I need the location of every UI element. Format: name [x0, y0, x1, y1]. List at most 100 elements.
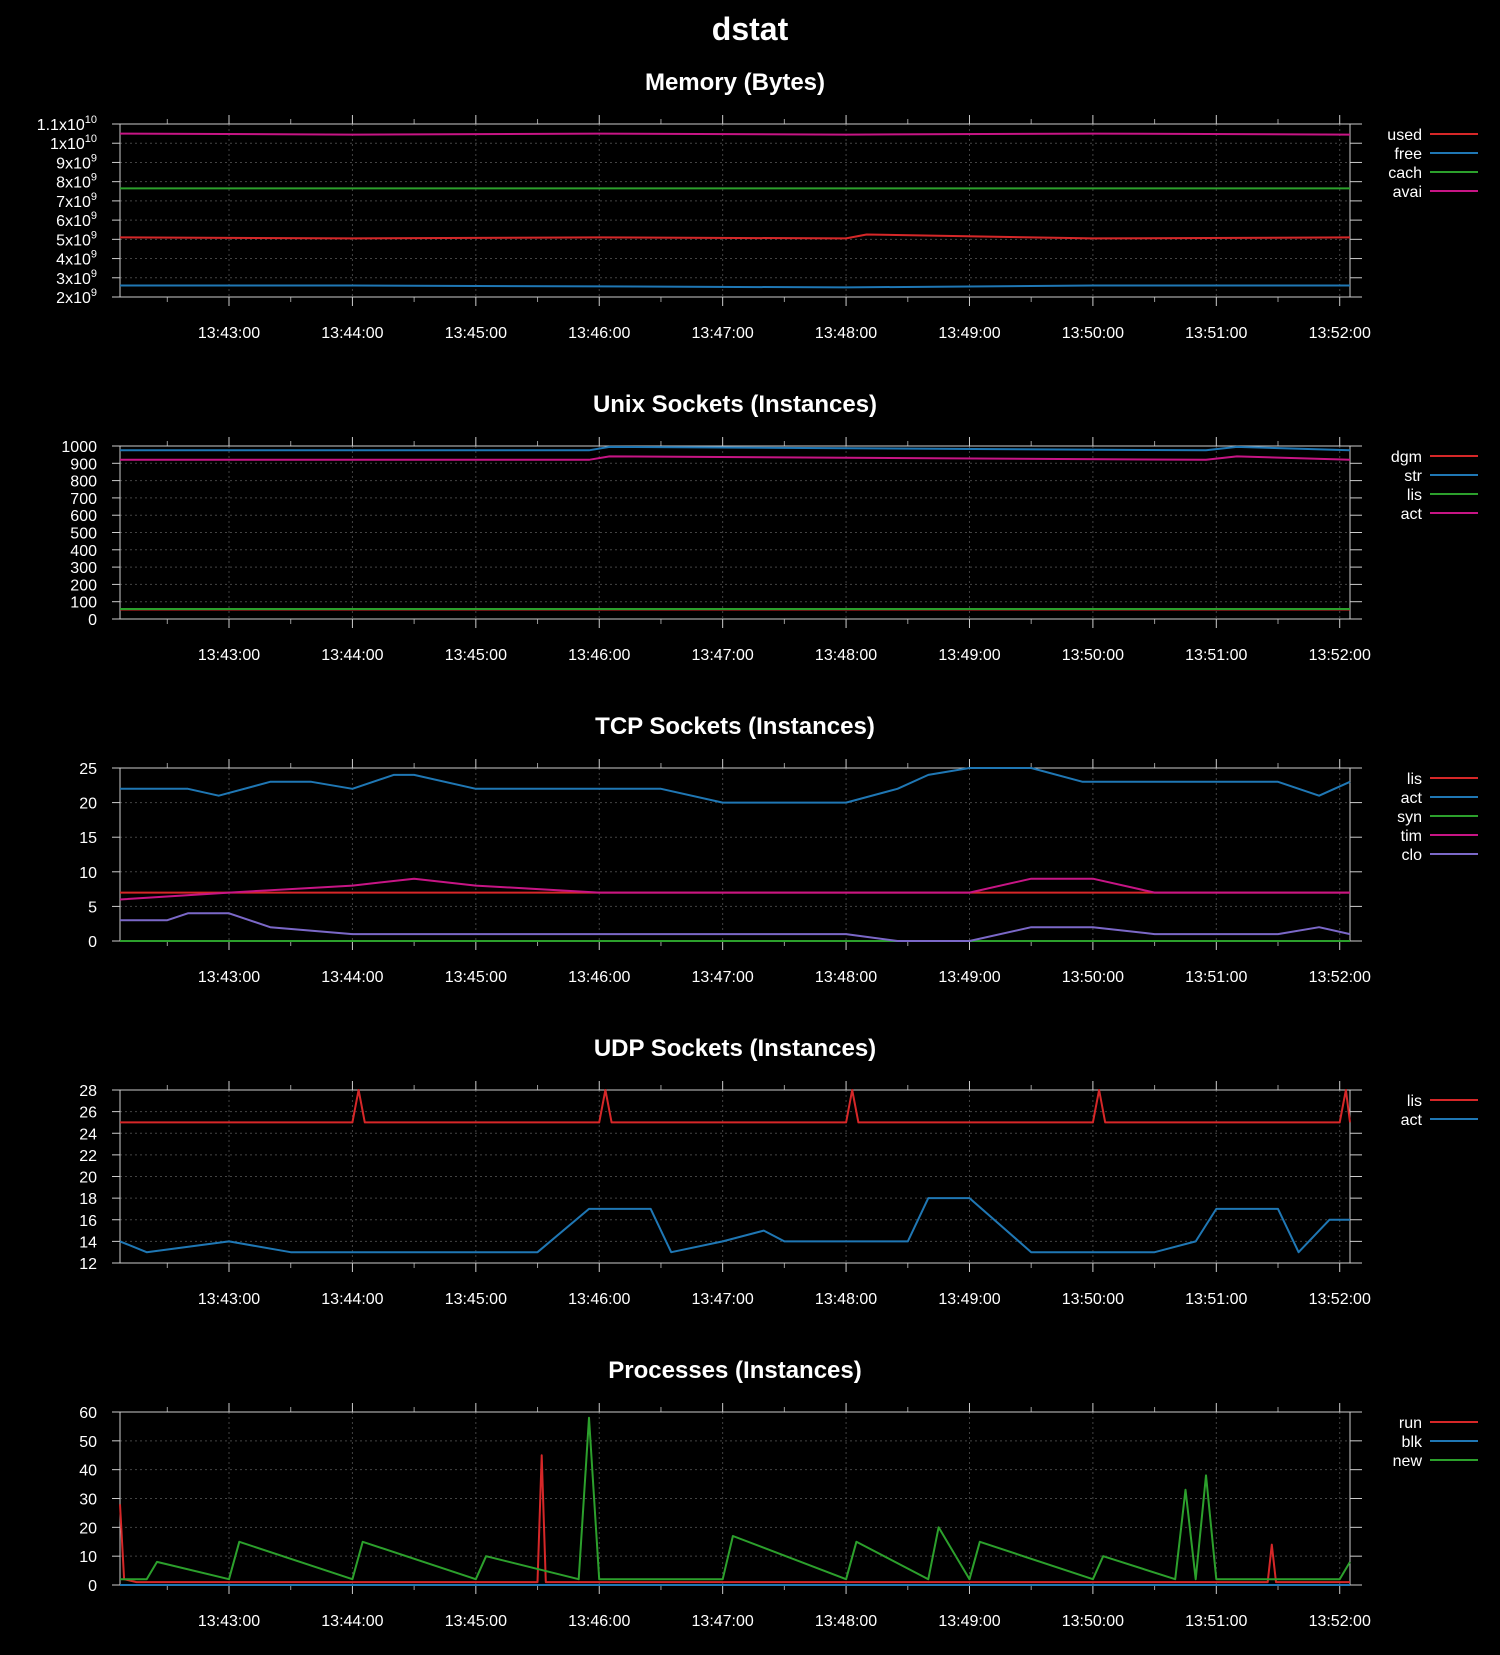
- x-tick-label: 13:51:00: [1185, 969, 1247, 986]
- legend-label: str: [1404, 468, 1422, 485]
- plot-frame: [119, 123, 1351, 298]
- y-tick-label: 25: [79, 761, 97, 778]
- x-tick-label: 13:47:00: [692, 1291, 754, 1308]
- series-line-avai: [119, 132, 1351, 136]
- x-tick-label: 13:50:00: [1062, 647, 1124, 664]
- x-tick-label: 13:52:00: [1309, 1613, 1371, 1630]
- x-tick-label: 13:49:00: [938, 969, 1000, 986]
- y-tick-label: 15: [79, 830, 97, 847]
- series-line-str: [120, 445, 1351, 452]
- x-tick-label: 13:45:00: [445, 1613, 507, 1630]
- y-tick-label: 10: [79, 865, 97, 882]
- y-tick-label: 14: [79, 1234, 97, 1251]
- series-line-free: [120, 284, 1350, 289]
- y-tick-label: 16: [79, 1213, 97, 1230]
- y-tick-label: 24: [79, 1126, 97, 1143]
- x-tick-label: 13:49:00: [938, 647, 1000, 664]
- legend-label: dgm: [1391, 449, 1422, 466]
- y-tick-label: 18: [79, 1191, 97, 1208]
- y-tick-label: 6x109: [56, 210, 97, 230]
- x-tick-label: 13:49:00: [938, 1613, 1000, 1630]
- series-line-tim: [119, 877, 1350, 901]
- x-tick-label: 13:51:00: [1185, 1291, 1247, 1308]
- x-tick-label: 13:46:00: [568, 1291, 630, 1308]
- y-tick-label: 500: [70, 526, 97, 543]
- y-tick-label: 1.1x1010: [37, 114, 97, 134]
- x-tick-label: 13:50:00: [1062, 1613, 1124, 1630]
- chart-1: Unix Sockets (Instances) 13:43:00 13:44:00…: [61, 391, 1478, 664]
- y-tick-label: 200: [70, 577, 97, 594]
- y-tick-label: 900: [70, 456, 97, 473]
- y-tick-label: 0: [88, 1578, 97, 1595]
- series-line-run: [119, 1454, 1350, 1584]
- x-tick-label: 13:44:00: [321, 1613, 383, 1630]
- series-line-used: [119, 233, 1351, 240]
- y-tick-label: 60: [79, 1405, 97, 1422]
- x-tick-label: 13:46:00: [568, 969, 630, 986]
- legend-label: used: [1387, 127, 1422, 144]
- legend-label: lis: [1407, 771, 1422, 788]
- x-tick-label: 13:48:00: [815, 1291, 877, 1308]
- series-line-act: [120, 767, 1351, 804]
- y-tick-label: 10: [79, 1549, 97, 1566]
- y-tick-label: 7x109: [56, 191, 97, 211]
- x-tick-label: 13:48:00: [815, 647, 877, 664]
- x-tick-label: 13:43:00: [198, 647, 260, 664]
- x-tick-label: 13:43:00: [198, 1291, 260, 1308]
- legend-label: new: [1393, 1453, 1423, 1470]
- legend-label: clo: [1402, 847, 1423, 864]
- y-tick-label: 1x1010: [50, 133, 97, 153]
- y-tick-label: 5x109: [56, 229, 97, 249]
- x-tick-label: 13:48:00: [815, 969, 877, 986]
- x-tick-label: 13:47:00: [692, 1613, 754, 1630]
- y-tick-label: 20: [79, 1170, 97, 1187]
- x-tick-label: 13:46:00: [568, 647, 630, 664]
- y-tick-label: 0: [88, 612, 97, 629]
- legend-label: act: [1401, 506, 1423, 523]
- x-tick-label: 13:49:00: [938, 1291, 1000, 1308]
- x-tick-label: 13:43:00: [198, 969, 260, 986]
- x-tick-label: 13:52:00: [1309, 1291, 1371, 1308]
- plot-frame: [119, 445, 1351, 620]
- y-tick-label: 5: [88, 899, 97, 916]
- x-tick-label: 13:50:00: [1062, 325, 1124, 342]
- legend-label: act: [1401, 1112, 1423, 1129]
- y-tick-label: 300: [70, 560, 97, 577]
- x-tick-label: 13:44:00: [321, 647, 383, 664]
- legend-label: tim: [1401, 828, 1422, 845]
- chart-title: Memory (Bytes): [645, 69, 825, 96]
- x-tick-label: 13:48:00: [815, 325, 877, 342]
- legend-label: cach: [1388, 165, 1422, 182]
- x-tick-label: 13:50:00: [1062, 969, 1124, 986]
- legend-label: blk: [1402, 1434, 1423, 1451]
- x-tick-label: 13:46:00: [568, 325, 630, 342]
- chart-title: TCP Sockets (Instances): [595, 713, 875, 740]
- x-tick-label: 13:44:00: [321, 969, 383, 986]
- x-tick-label: 13:51:00: [1185, 647, 1247, 664]
- x-tick-label: 13:44:00: [321, 325, 383, 342]
- legend-label: free: [1394, 146, 1422, 163]
- y-tick-label: 30: [79, 1492, 97, 1509]
- y-tick-label: 22: [79, 1148, 97, 1165]
- y-tick-label: 40: [79, 1463, 97, 1480]
- x-tick-label: 13:52:00: [1309, 325, 1371, 342]
- chart-3: UDP Sockets (Instances) 13:43:00 13:44:00 1…: [79, 1035, 1478, 1308]
- y-tick-label: 8x109: [56, 172, 97, 192]
- x-tick-label: 13:43:00: [198, 325, 260, 342]
- legend-label: lis: [1407, 1093, 1422, 1110]
- x-tick-label: 13:44:00: [321, 1291, 383, 1308]
- chart-2: TCP Sockets (Instances) 13:43:00 13:44:00 1…: [79, 713, 1478, 986]
- x-tick-label: 13:45:00: [445, 325, 507, 342]
- legend-label: avai: [1393, 184, 1422, 201]
- page-title: dstat: [712, 11, 789, 47]
- x-tick-label: 13:47:00: [692, 325, 754, 342]
- series-line-act: [119, 1197, 1350, 1254]
- x-tick-label: 13:52:00: [1309, 647, 1371, 664]
- x-tick-label: 13:45:00: [445, 969, 507, 986]
- y-tick-label: 50: [79, 1434, 97, 1451]
- chart-title: Unix Sockets (Instances): [593, 391, 877, 418]
- chart-4: Processes (Instances) 13:43:00 13:44:00 13:…: [79, 1357, 1478, 1630]
- series-line-lis: [120, 1089, 1351, 1124]
- y-tick-label: 100: [70, 595, 97, 612]
